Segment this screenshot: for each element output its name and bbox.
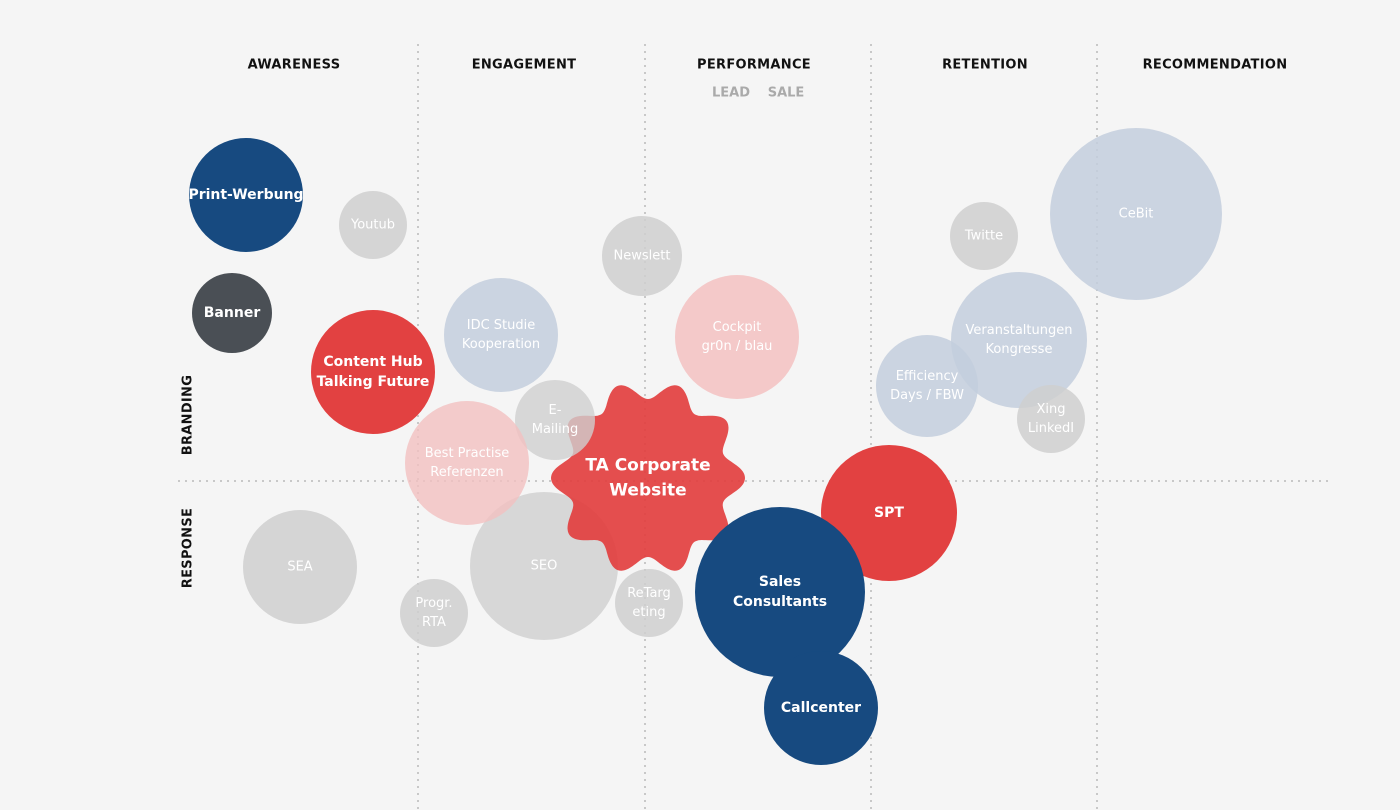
bubble-label: Twitte	[964, 229, 1003, 244]
bubble-label: SEO	[531, 559, 558, 574]
bubble-label: Consultants	[733, 594, 827, 610]
stage-label: RETENTION	[942, 58, 1028, 73]
bubble-label: CeBit	[1119, 207, 1154, 222]
bubble: SPT	[821, 445, 957, 581]
bubble-label: Best Practise	[425, 446, 509, 461]
bubble-shape	[243, 510, 357, 624]
bubble: Print-Werbung	[188, 138, 304, 252]
bubble-label: Newslett	[614, 249, 671, 264]
bubble: Best Practise Referenzen	[405, 401, 529, 525]
stage-label: RECOMMENDATION	[1143, 58, 1288, 73]
bubble: E- Mailing	[515, 380, 595, 460]
bubble: Xing LinkedI	[1017, 385, 1085, 453]
bubble-shape	[602, 216, 682, 296]
bubble-shape	[950, 202, 1018, 270]
bubble-shape	[551, 385, 745, 571]
bubble-shape	[615, 569, 683, 637]
bubble: Twitte	[950, 202, 1018, 270]
bubble-shape	[339, 191, 407, 259]
bubble-shape	[1017, 385, 1085, 453]
bubble-label: Mailing	[532, 422, 579, 437]
bubble-shape	[311, 310, 435, 434]
bubble: SEA	[243, 510, 357, 624]
bubble-label: Xing	[1036, 402, 1065, 417]
bubble-label: gr0n / blau	[702, 339, 773, 354]
bubble-label: Days / FBW	[890, 388, 964, 403]
bubble: Content Hub Talking Future	[311, 310, 435, 434]
bubble: CeBit	[1050, 128, 1222, 300]
bubble-label: Banner	[204, 305, 261, 321]
bubble-label: eting	[632, 605, 665, 620]
bubble-shape	[876, 335, 978, 437]
bubble-shape	[189, 138, 303, 252]
bubble-label: TA Corporate	[585, 456, 710, 476]
bubble: Banner	[192, 273, 272, 353]
bubble: ReTarg eting	[615, 569, 683, 637]
bubble: Youtub	[339, 191, 407, 259]
bubble: Cockpit gr0n / blau	[675, 275, 799, 399]
bubble: TA Corporate Website	[551, 385, 745, 571]
row-label: BRANDING	[181, 375, 196, 455]
bubble-shape	[821, 445, 957, 581]
bubble: Progr. RTA	[400, 579, 468, 647]
bubble-shape	[1050, 128, 1222, 300]
bubble-label: Efficiency	[896, 369, 959, 384]
bubble-label: Sales	[759, 574, 801, 590]
bubble: IDC Studie Kooperation	[444, 278, 558, 392]
bubble-label: Kooperation	[462, 337, 540, 352]
bubble-label: Content Hub	[323, 354, 422, 370]
bubble-label: Website	[609, 480, 686, 500]
bubble: Efficiency Days / FBW	[876, 335, 978, 437]
bubble-shape	[951, 272, 1087, 408]
bubble-label: Print-Werbung	[188, 187, 303, 203]
bubble-shape	[444, 278, 558, 392]
bubbles: Print-Werbung Youtub Banner Content Hub Talk…	[188, 128, 1222, 765]
bubble-shape	[764, 651, 878, 765]
bubble: Newslett	[602, 216, 682, 296]
bubble-label: Progr.	[415, 596, 452, 611]
stage-label: PERFORMANCE	[697, 58, 811, 73]
bubble-label: Youtub	[350, 218, 395, 233]
bubble-label: IDC Studie	[467, 318, 536, 333]
bubble-label: Callcenter	[781, 700, 861, 716]
bubble: Sales Consultants	[695, 507, 865, 677]
bubble-label: Talking Future	[317, 374, 430, 390]
bubble-shape	[675, 275, 799, 399]
bubble-label: ReTarg	[627, 586, 671, 601]
bubble-label: SEA	[287, 560, 312, 575]
stage-label: ENGAGEMENT	[472, 58, 577, 73]
bubble-label: Veranstaltungen	[966, 323, 1073, 338]
row-label: RESPONSE	[181, 508, 196, 588]
bubble-shape	[695, 507, 865, 677]
bubble-shape	[400, 579, 468, 647]
bubble-shape	[192, 273, 272, 353]
bubble-label: SPT	[874, 505, 904, 521]
stage-label: AWARENESS	[248, 58, 341, 73]
stage-sublabel: LEAD	[712, 86, 750, 101]
bubble: Callcenter	[764, 651, 878, 765]
bubble-label: RTA	[422, 615, 446, 630]
bubble: Veranstaltungen Kongresse	[951, 272, 1087, 408]
stage-sublabel: SALE	[768, 86, 805, 101]
bubble-label: Cockpit	[713, 320, 762, 335]
bubble-label: Kongresse	[986, 342, 1053, 357]
bubble-label: Referenzen	[430, 465, 503, 480]
bubble-label: LinkedI	[1028, 421, 1074, 436]
bubble-shape	[405, 401, 529, 525]
bubble-shape	[515, 380, 595, 460]
bubble-label: E-	[549, 403, 562, 418]
